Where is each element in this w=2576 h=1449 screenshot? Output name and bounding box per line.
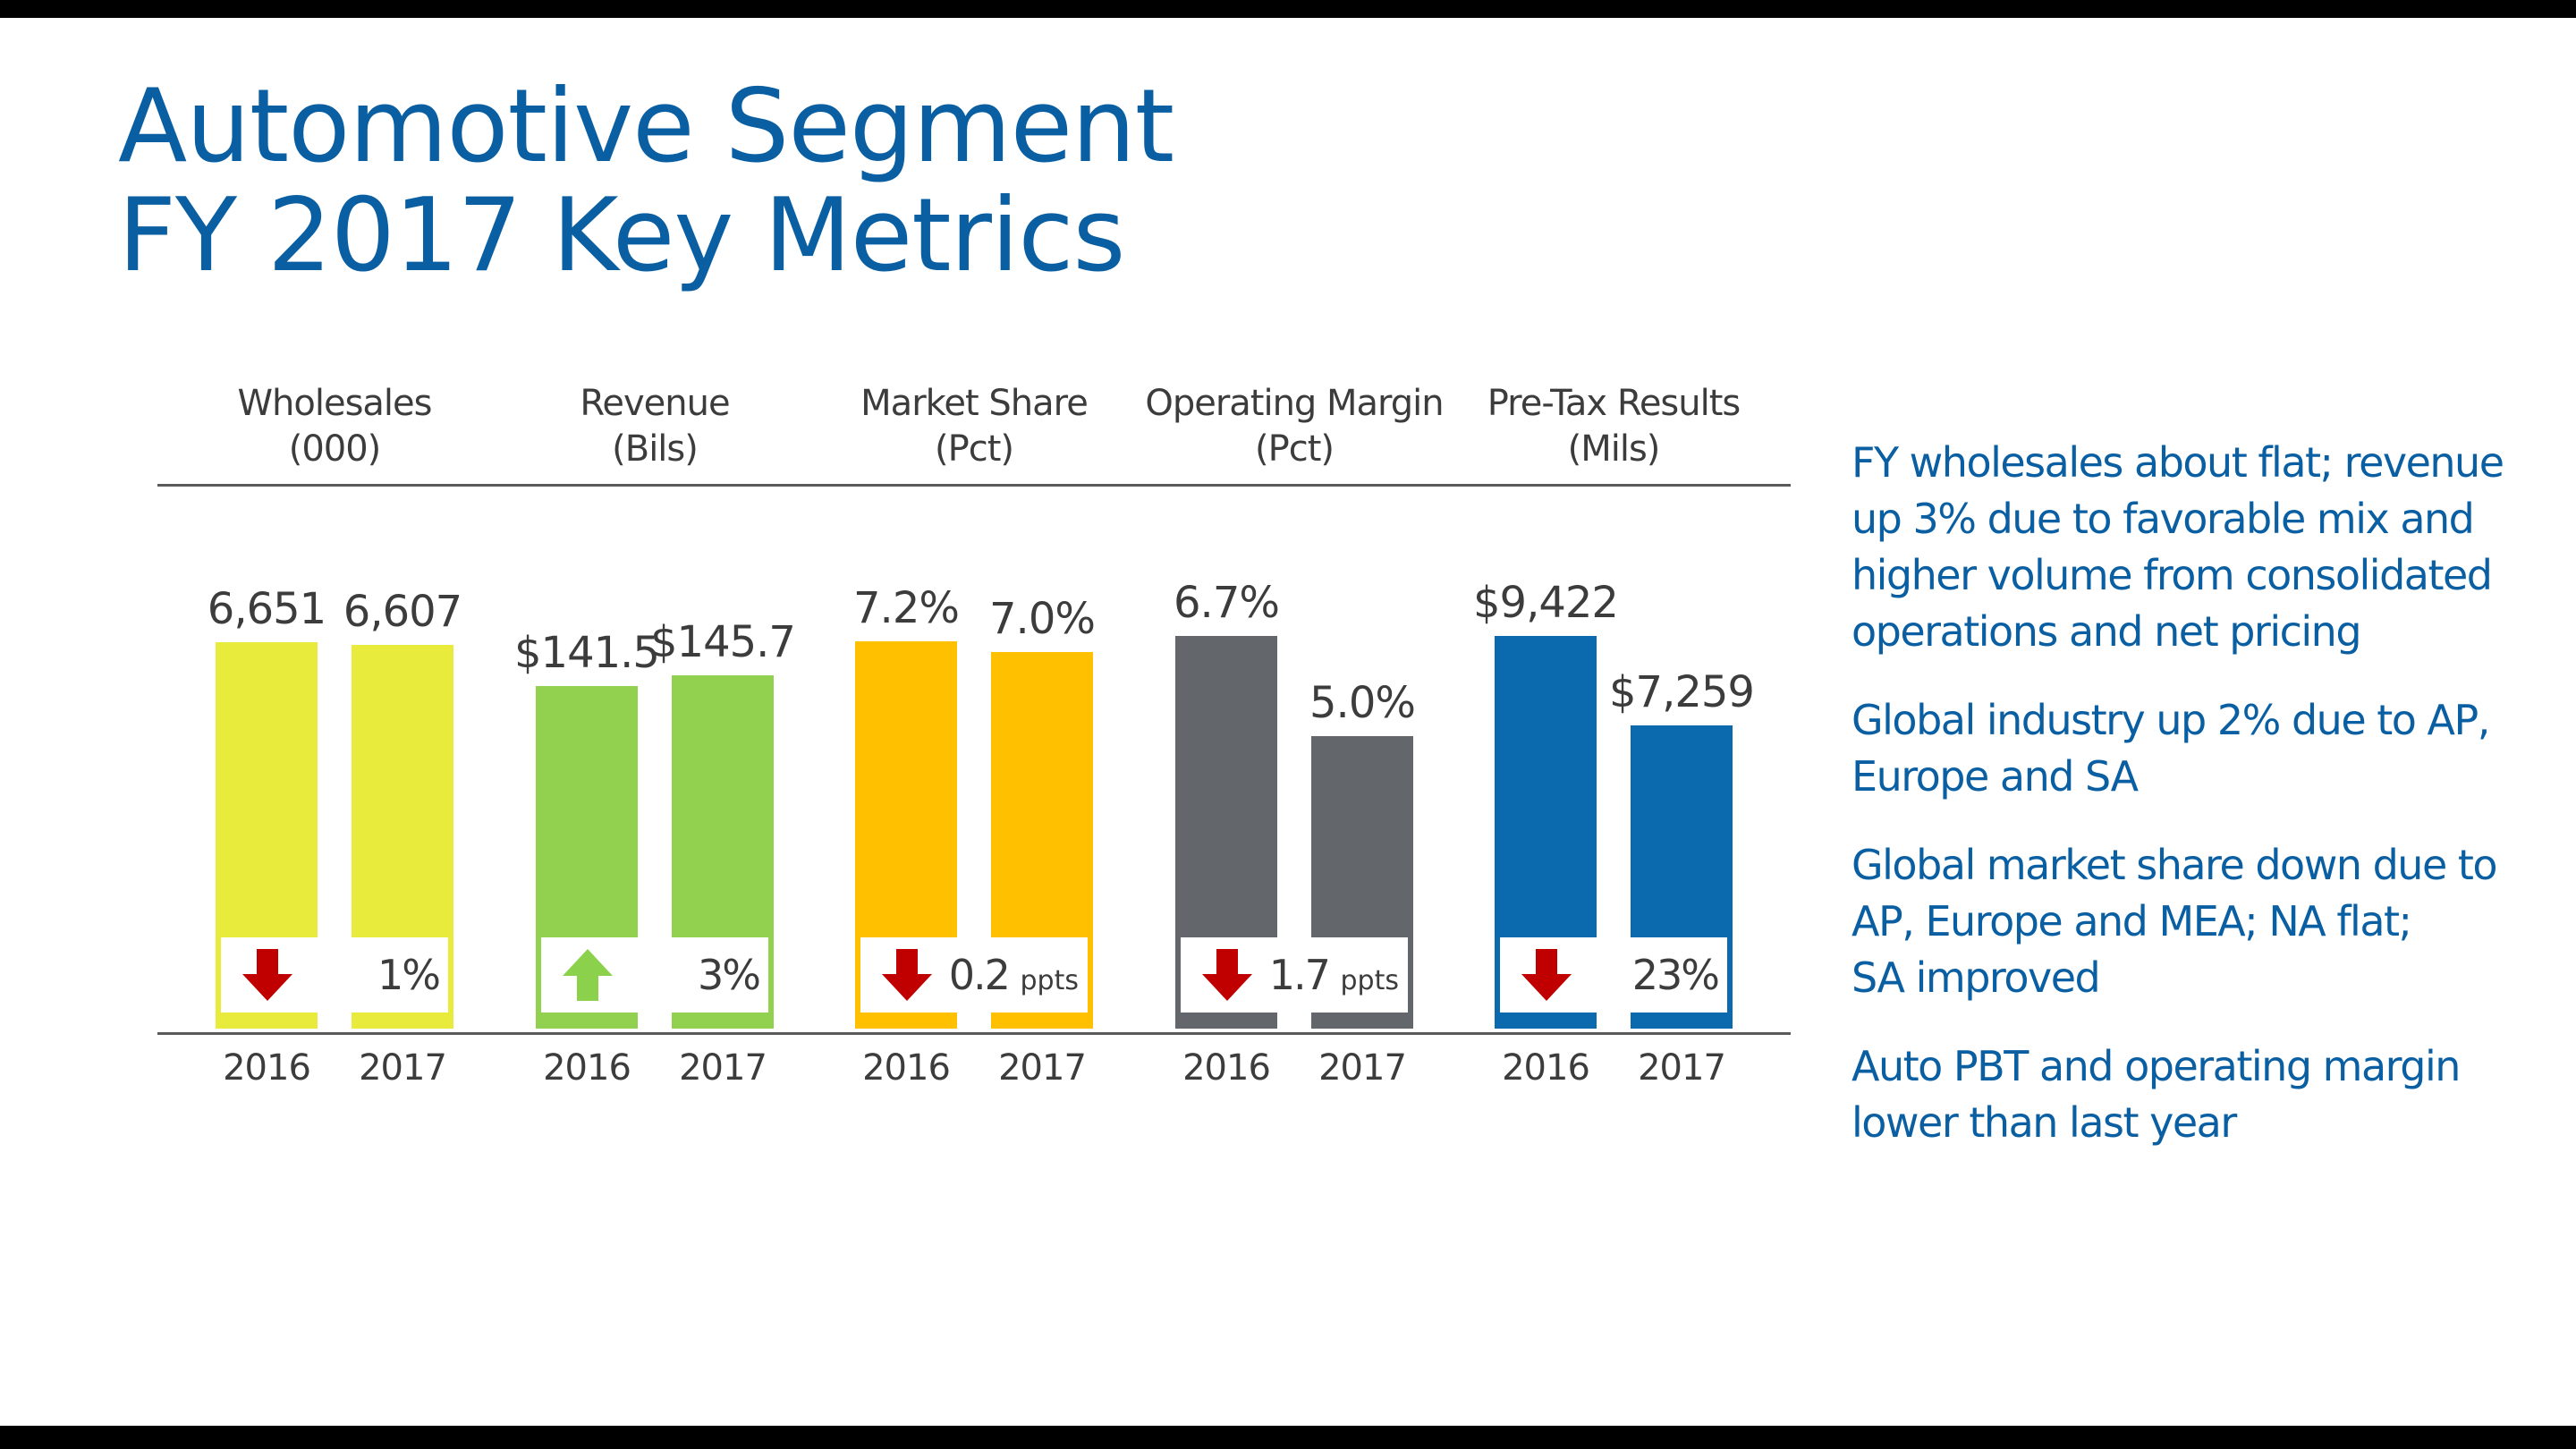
metric-title: Market Share (Pct) [822, 381, 1126, 472]
commentary-point: Auto PBT and operating margin lower than … [1852, 1038, 2549, 1151]
title-line-1: Automotive Segment [118, 67, 1174, 185]
metric-name: Revenue [580, 383, 730, 424]
commentary-point: FY wholesales about flat; revenue up 3% d… [1852, 435, 2549, 660]
change-indicator: 1.7 ppts [1181, 937, 1408, 1013]
change-amount: 3% [698, 951, 761, 999]
change-value: 1.7 ppts [1269, 950, 1399, 1006]
commentary-point: Global industry up 2% due to AP, Europe a… [1852, 692, 2549, 805]
commentary-line: Auto PBT and operating margin [1852, 1042, 2461, 1090]
change-value: 0.2 ppts [949, 950, 1079, 1006]
commentary-line: operations and net pricing [1852, 607, 2362, 656]
commentary-line: FY wholesales about flat; revenue [1852, 438, 2504, 487]
metric-name: Wholesales [237, 383, 432, 424]
change-amount: 23% [1631, 951, 1720, 999]
change-value: 23% [1631, 950, 1720, 1000]
change-value: 1% [377, 950, 441, 1000]
change-indicator: 3% [541, 937, 768, 1013]
change-indicator: 1% [221, 937, 448, 1013]
commentary-line: Global industry up 2% due to AP, [1852, 696, 2490, 744]
x-tick-label: 2016 [543, 1047, 631, 1089]
x-tick-label: 2017 [679, 1047, 767, 1089]
change-amount: 0.2 [948, 951, 1011, 999]
metric-unit: (Mils) [1567, 428, 1661, 470]
change-unit: ppts [1020, 965, 1079, 996]
metric-title: Revenue (Bils) [503, 381, 807, 472]
bottom-border [0, 1426, 2576, 1449]
commentary-line: Europe and SA [1852, 752, 2139, 801]
x-tick-label: 2017 [359, 1047, 447, 1089]
value-label: 6.7% [1174, 578, 1280, 628]
commentary-panel: FY wholesales about flat; revenue up 3% d… [1852, 435, 2549, 1183]
commentary-line: AP, Europe and MEA; NA flat; [1852, 897, 2412, 945]
metric-unit: (Bils) [612, 428, 699, 470]
value-label: $141.5 [514, 628, 660, 678]
title-line-2: FY 2017 Key Metrics [118, 176, 1125, 294]
x-tick-label: 2016 [223, 1047, 311, 1089]
metric-title: Operating Margin (Pct) [1142, 381, 1446, 472]
metric-unit: (Pct) [1254, 428, 1335, 470]
x-tick-label: 2016 [1502, 1047, 1590, 1089]
change-indicator: 23% [1500, 937, 1727, 1013]
arrow-down-icon [1202, 949, 1252, 1001]
metric-name: Operating Margin [1145, 383, 1444, 424]
value-label: 6,607 [343, 587, 462, 637]
value-label: 7.2% [853, 583, 960, 633]
commentary-line: lower than last year [1852, 1098, 2237, 1147]
header-rule [157, 484, 1791, 487]
arrow-down-icon [1521, 949, 1572, 1001]
value-label: $9,422 [1473, 578, 1619, 628]
metric-title: Pre-Tax Results (Mils) [1462, 381, 1766, 472]
x-tick-label: 2017 [1638, 1047, 1726, 1089]
commentary-point: Global market share down due to AP, Europ… [1852, 837, 2549, 1006]
value-label: 7.0% [989, 594, 1096, 644]
x-tick-label: 2017 [998, 1047, 1087, 1089]
arrow-up-icon [563, 949, 613, 1001]
value-label: 5.0% [1309, 678, 1416, 728]
x-tick-label: 2017 [1318, 1047, 1407, 1089]
top-border [0, 0, 2576, 18]
metric-unit: (Pct) [934, 428, 1014, 470]
page-title: Automotive Segment FY 2017 Key Metrics [118, 72, 1174, 290]
commentary-line: higher volume from consolidated [1852, 551, 2493, 599]
x-tick-label: 2016 [1182, 1047, 1271, 1089]
change-amount: 1% [377, 951, 441, 999]
arrow-down-icon [882, 949, 932, 1001]
metric-unit: (000) [288, 428, 382, 470]
change-value: 3% [698, 950, 761, 1000]
commentary-line: Global market share down due to [1852, 841, 2498, 889]
change-unit: ppts [1340, 965, 1399, 996]
value-label: $7,259 [1609, 667, 1755, 717]
change-amount: 1.7 [1268, 951, 1331, 999]
change-indicator: 0.2 ppts [860, 937, 1088, 1013]
metric-name: Pre-Tax Results [1487, 383, 1741, 424]
commentary-line: up 3% due to favorable mix and [1852, 495, 2475, 543]
baseline-rule [157, 1032, 1791, 1035]
metric-name: Market Share [860, 383, 1089, 424]
commentary-line: SA improved [1852, 953, 2101, 1002]
arrow-down-icon [242, 949, 292, 1001]
x-tick-label: 2016 [862, 1047, 951, 1089]
value-label: 6,651 [207, 584, 326, 634]
value-label: $145.7 [650, 617, 796, 667]
metric-title: Wholesales (000) [182, 381, 487, 472]
